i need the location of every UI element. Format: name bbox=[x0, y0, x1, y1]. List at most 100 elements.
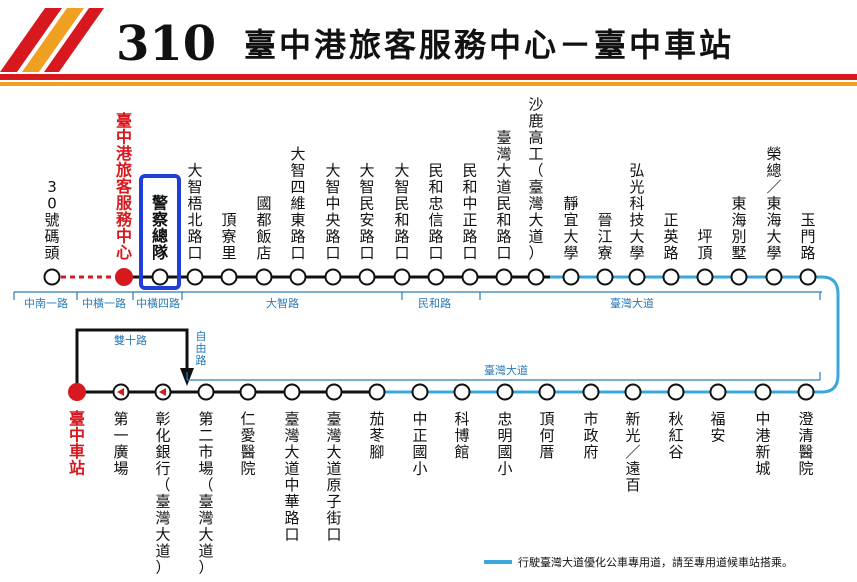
stop-label-top-17: 正英路 bbox=[663, 211, 678, 262]
stop-label-bottom-11: 頂何厝 bbox=[539, 410, 554, 461]
stop-marker-bottom-17 bbox=[797, 383, 815, 401]
stop-marker-top-7 bbox=[324, 268, 342, 286]
stop-marker-top-21 bbox=[799, 268, 817, 286]
stop-label-bottom-4: 仁愛醫院 bbox=[240, 410, 255, 478]
stop-marker-bottom-4 bbox=[239, 383, 257, 401]
stop-marker-bottom-14 bbox=[667, 383, 685, 401]
stop-marker-bottom-12 bbox=[582, 383, 600, 401]
stop-label-top-12: 臺灣大道民和路口 bbox=[496, 129, 511, 263]
stop-label-top-16: 弘光科技大學 bbox=[629, 162, 644, 263]
road-brackets bbox=[13, 291, 822, 381]
stop-marker-top-18 bbox=[696, 268, 714, 286]
stop-label-top-13: 沙鹿高工（臺灣大道） bbox=[528, 96, 543, 263]
stop-marker-top-16 bbox=[628, 268, 646, 286]
stop-label-bottom-6: 臺灣大道原子街口 bbox=[326, 410, 341, 544]
stop-label-bottom-13: 新光／遠百 bbox=[625, 410, 640, 494]
stop-marker-top-6 bbox=[289, 268, 307, 286]
stop-marker-top-11 bbox=[461, 268, 479, 286]
stop-label-bottom-12: 市政府 bbox=[583, 410, 598, 461]
stop-label-top-15: 晉江寮 bbox=[597, 211, 612, 262]
stop-label-top-3: 大智梧北路口 bbox=[187, 162, 202, 263]
highlight-box bbox=[139, 174, 181, 290]
stop-marker-bottom-16 bbox=[754, 383, 772, 401]
stop-marker-bottom-11 bbox=[538, 383, 556, 401]
stop-marker-top-5 bbox=[255, 268, 273, 286]
stop-marker-bottom-3 bbox=[197, 383, 215, 401]
stop-label-top-1: 臺中港旅客服務中心 bbox=[116, 111, 133, 262]
stop-label-top-0: 3 0 號碼頭 bbox=[44, 178, 59, 262]
stop-label-bottom-8: 中正國小 bbox=[412, 410, 427, 478]
stop-marker-top-20 bbox=[765, 268, 783, 286]
oneway-arrow-icon bbox=[117, 388, 124, 396]
stop-marker-bottom-7 bbox=[368, 383, 386, 401]
stop-label-bottom-1: 第一廣場 bbox=[113, 410, 128, 478]
stop-label-top-6: 大智四維東路口 bbox=[290, 145, 305, 262]
stop-label-bottom-3: 第二市場（臺灣大道） bbox=[198, 410, 213, 577]
stop-marker-bottom-6 bbox=[325, 383, 343, 401]
stop-label-top-18: 坪頂 bbox=[697, 228, 712, 263]
header-stripes bbox=[0, 8, 857, 86]
stop-label-bottom-0: 臺中車站 bbox=[69, 409, 85, 478]
stop-label-bottom-15: 福安 bbox=[710, 410, 725, 445]
road-label-taiwan-top: 臺灣大道 bbox=[610, 296, 654, 310]
stop-marker-bottom-15 bbox=[709, 383, 727, 401]
stop-marker-top-9 bbox=[393, 268, 411, 286]
stop-label-top-19: 東海別墅 bbox=[731, 195, 746, 263]
stop-label-bottom-2: 彰化銀行（臺灣大道） bbox=[155, 410, 170, 577]
stop-label-bottom-16: 中港新城 bbox=[755, 410, 770, 478]
legend-text: 行駛臺灣大道優化公車專用道，請至專用道候車站搭乘。 bbox=[518, 555, 793, 569]
stop-label-top-9: 大智民和路口 bbox=[394, 162, 409, 263]
bottom-stops: 臺中車站 第一廣場 彰化銀行（臺灣大道） 第二市場（臺灣大道） 仁愛醫院 臺灣大道中華路口… bbox=[68, 383, 815, 577]
road-label-minhe: 民和路 bbox=[418, 297, 451, 310]
route-name: 臺中港旅客服務中心－臺中車站 bbox=[244, 26, 734, 64]
stop-marker-top-10 bbox=[427, 268, 445, 286]
stop-label-top-8: 大智民安路口 bbox=[359, 162, 374, 263]
road-label-dazhi: 大智路 bbox=[266, 296, 299, 310]
route-number: 310 bbox=[116, 16, 216, 72]
stop-label-bottom-14: 秋紅谷 bbox=[668, 410, 683, 461]
oneway-arrow-icon bbox=[159, 388, 166, 396]
stop-label-top-10: 民和忠信路口 bbox=[428, 162, 443, 263]
stop-marker-top-0 bbox=[43, 268, 61, 286]
stop-marker-top-1 bbox=[115, 268, 133, 286]
road-label-zhongheng4: 中橫四路 bbox=[136, 296, 180, 310]
stop-marker-top-15 bbox=[596, 268, 614, 286]
stop-marker-top-19 bbox=[730, 268, 748, 286]
stop-marker-bottom-8 bbox=[411, 383, 429, 401]
stop-marker-top-12 bbox=[495, 268, 513, 286]
route-lines bbox=[52, 275, 840, 394]
stop-marker-top-14 bbox=[562, 268, 580, 286]
road-label-ziyou: 自由路 bbox=[196, 330, 207, 367]
stop-label-top-20: 榮總／東海大學 bbox=[766, 145, 781, 262]
stop-label-top-4: 頂寮里 bbox=[221, 211, 236, 262]
stop-label-bottom-9: 科博館 bbox=[454, 410, 469, 461]
stop-marker-top-13 bbox=[527, 268, 545, 286]
road-label-zhongnan: 中南一路 bbox=[24, 297, 68, 310]
stop-marker-bottom-0 bbox=[68, 383, 86, 401]
stop-marker-bottom-5 bbox=[283, 383, 301, 401]
stop-label-top-14: 靜宜大學 bbox=[563, 195, 578, 263]
road-label-shuangshi: 雙十路 bbox=[114, 333, 147, 347]
stop-label-bottom-10: 忠明國小 bbox=[497, 410, 512, 478]
stop-label-bottom-7: 茄苳腳 bbox=[369, 410, 384, 461]
stop-marker-top-2 bbox=[151, 268, 169, 286]
stop-label-top-5: 國都飯店 bbox=[256, 195, 271, 263]
stop-marker-bottom-9 bbox=[453, 383, 471, 401]
road-label-zhongheng1: 中橫一路 bbox=[82, 296, 126, 310]
stop-label-bottom-17: 澄清醫院 bbox=[798, 410, 813, 478]
stop-marker-top-4 bbox=[220, 268, 238, 286]
road-label-taiwan-bottom: 臺灣大道 bbox=[484, 363, 528, 377]
stop-label-bottom-5: 臺灣大道中華路口 bbox=[284, 410, 299, 544]
stop-marker-bottom-13 bbox=[624, 383, 642, 401]
stop-marker-top-3 bbox=[186, 268, 204, 286]
stop-marker-bottom-10 bbox=[496, 383, 514, 401]
stop-label-top-21: 玉門路 bbox=[800, 211, 815, 262]
stop-marker-top-8 bbox=[358, 268, 376, 286]
road-label-ziyou-text: 自由路 bbox=[196, 330, 207, 367]
stop-label-top-7: 大智中央路口 bbox=[325, 162, 340, 263]
stop-label-top-11: 民和中正路口 bbox=[462, 162, 477, 263]
stop-label-top-2: 警察總隊 bbox=[151, 194, 169, 263]
stop-marker-top-17 bbox=[662, 268, 680, 286]
